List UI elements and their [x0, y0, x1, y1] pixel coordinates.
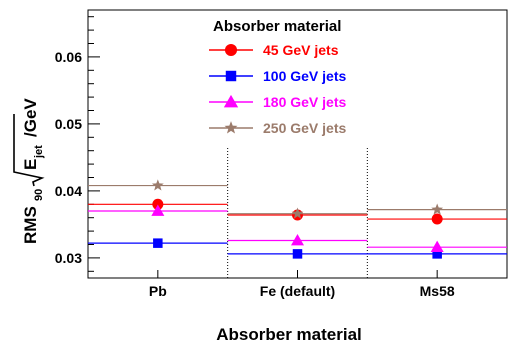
legend-marker — [224, 121, 238, 134]
y-axis-title-rms: RMS — [21, 206, 40, 244]
series-180-point — [151, 204, 165, 216]
series-45-point — [152, 198, 164, 210]
series-100-point — [153, 238, 163, 248]
legend-label: 180 GeV jets — [263, 94, 346, 110]
series-250-point — [431, 203, 444, 215]
legend-marker — [225, 70, 237, 82]
legend-marker — [224, 43, 238, 57]
legend-label: 100 GeV jets — [263, 68, 346, 84]
x-tick-label: Pb — [149, 283, 167, 299]
series-250-point — [291, 207, 304, 219]
series-180-point — [430, 240, 444, 253]
y-axis-title-sub90: 90 — [33, 189, 45, 201]
y-tick-label: 0.05 — [55, 116, 82, 132]
y-axis-title-unit: /GeV — [21, 98, 40, 137]
sqrt-icon — [13, 114, 45, 187]
axes: 0.03 0.04 0.05 0.06 Pb Fe (default) Ms58 — [55, 9, 508, 299]
x-axis-title: Absorber material — [216, 325, 362, 344]
x-tick-label: Ms58 — [420, 283, 455, 299]
legend: Absorber material 45 GeV jets 100 GeV jets… — [209, 18, 346, 136]
legend-label: 45 GeV jets — [263, 42, 339, 58]
series-100-point — [292, 249, 303, 259]
y-tick-label: 0.06 — [55, 49, 82, 65]
y-tick-label: 0.03 — [55, 250, 82, 266]
legend-marker — [223, 94, 239, 108]
y-tick-label: 0.04 — [55, 183, 82, 199]
series-45-point — [431, 213, 443, 225]
series-100-point — [432, 249, 442, 259]
legend-label: 250 GeV jets — [263, 120, 346, 136]
x-tick-label: Fe (default) — [260, 283, 335, 299]
y-axis-title-subjet: jet — [33, 145, 45, 159]
data-marks — [88, 179, 507, 259]
series-250-point — [151, 179, 164, 191]
series-180-point — [291, 233, 304, 246]
y-axis-title-e: E — [21, 159, 40, 170]
legend-title: Absorber material — [213, 18, 341, 35]
